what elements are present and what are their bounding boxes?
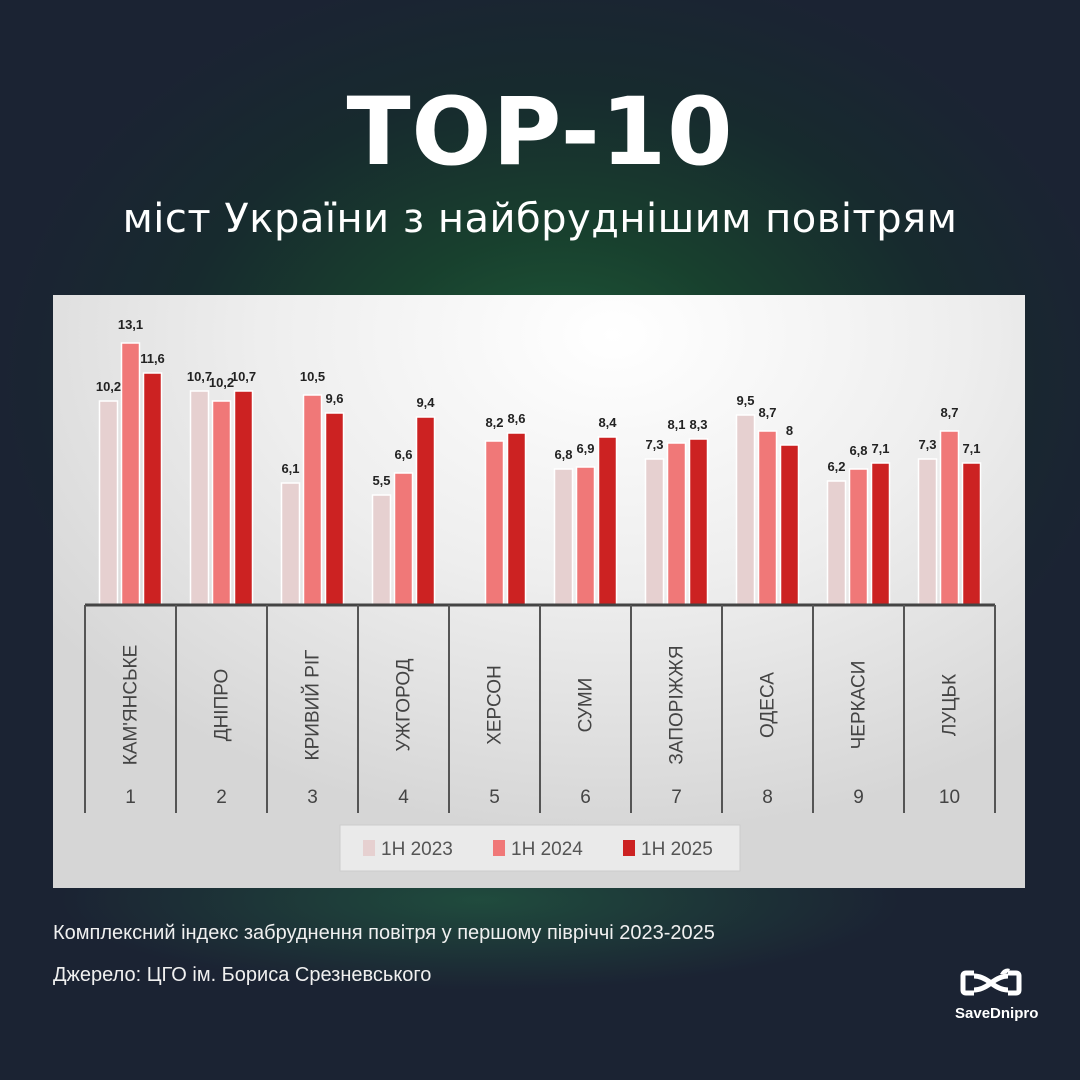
source-note: Джерело: ЦГО ім. Бориса Срезневського (53, 964, 432, 986)
data-label: 6,6 (394, 447, 412, 462)
bar (211, 400, 232, 606)
bar (371, 494, 392, 606)
bar (415, 416, 436, 606)
bar (826, 480, 847, 606)
rank-label: 8 (762, 787, 773, 808)
legend-label: 1H 2023 (381, 839, 453, 860)
data-label: 7,1 (962, 441, 980, 456)
legend-label: 1H 2024 (511, 839, 583, 860)
bar (870, 462, 891, 606)
bar (644, 458, 665, 606)
bar (484, 440, 505, 606)
bar (939, 430, 960, 606)
bar (575, 466, 596, 606)
rank-label: 2 (216, 787, 227, 808)
bar (688, 438, 709, 606)
legend-swatch (493, 840, 505, 856)
data-label: 8,4 (598, 415, 617, 430)
bar (189, 390, 210, 606)
bar (553, 468, 574, 606)
data-label: 10,7 (231, 369, 256, 384)
bar (506, 432, 527, 606)
chart-caption: Комплексний індекс забруднення повітря у… (53, 922, 715, 944)
data-label: 10,2 (209, 375, 234, 390)
bar (848, 468, 869, 606)
category-label: ДНІПРО (212, 669, 233, 742)
rank-label: 10 (939, 787, 960, 808)
data-label: 10,2 (96, 379, 121, 394)
data-label: 13,1 (118, 317, 143, 332)
data-label: 8,7 (758, 405, 776, 420)
category-label: ХЕРСОН (485, 665, 506, 745)
data-label: 7,3 (645, 437, 663, 452)
rank-label: 5 (489, 787, 500, 808)
page-title: TOP-10 (346, 78, 734, 187)
legend-swatch (623, 840, 635, 856)
bar (779, 444, 800, 606)
bar (324, 412, 345, 606)
category-label: ЛУЦЬК (940, 674, 961, 736)
bar (302, 394, 323, 606)
legend-swatch (363, 840, 375, 856)
logo: SaveDnipro (955, 968, 1039, 1022)
rank-label: 1 (125, 787, 136, 808)
data-label: 8 (786, 423, 793, 438)
bar-chart: 10,213,111,6КАМ'ЯНСЬКЕ110,710,210,7ДНІПР… (84, 317, 996, 872)
bar (393, 472, 414, 606)
data-label: 11,6 (140, 351, 165, 366)
bar (666, 442, 687, 606)
category-label: ЧЕРКАСИ (849, 661, 870, 750)
data-label: 8,2 (485, 415, 503, 430)
data-label: 9,6 (325, 391, 343, 406)
data-label: 5,5 (372, 473, 390, 488)
bar (280, 482, 301, 606)
category-label: КРИВИЙ РІГ (302, 650, 324, 761)
data-label: 8,7 (940, 405, 958, 420)
data-label: 10,5 (300, 369, 325, 384)
data-label: 9,5 (736, 393, 754, 408)
category-label: УЖГОРОД (394, 658, 415, 751)
legend-box (339, 824, 741, 872)
bar (233, 390, 254, 606)
bar (735, 414, 756, 606)
bar (597, 436, 618, 606)
rank-label: 6 (580, 787, 591, 808)
data-label: 6,1 (281, 461, 299, 476)
category-label: СУМИ (576, 678, 597, 733)
bar (142, 372, 163, 606)
category-label: ЗАПОРІЖЖЯ (667, 645, 688, 764)
logo-icon (960, 968, 1022, 996)
category-label: ОДЕСА (758, 672, 779, 738)
chart-panel: 10,2 13,1 11,6 КАМ'ЯНСЬКЕ 1 10,7 10,2 10,7 ДНІПР… (53, 295, 1025, 888)
legend-label: 1H 2025 (641, 839, 713, 860)
data-label: 7,3 (918, 437, 936, 452)
data-label: 6,8 (554, 447, 572, 462)
rank-label: 9 (853, 787, 864, 808)
data-label: 8,3 (689, 417, 707, 432)
data-label: 6,9 (576, 441, 594, 456)
page-subtitle: міст України з найбруднішим повітрям (122, 196, 958, 242)
rank-label: 3 (307, 787, 318, 808)
data-label: 6,8 (849, 443, 867, 458)
data-label: 8,6 (507, 411, 525, 426)
data-label: 6,2 (827, 459, 845, 474)
rank-label: 7 (671, 787, 682, 808)
bar (757, 430, 778, 606)
data-label: 8,1 (667, 417, 685, 432)
data-label: 10,7 (187, 369, 212, 384)
bar (917, 458, 938, 606)
bar (98, 400, 119, 606)
category-label: КАМ'ЯНСЬКЕ (121, 645, 142, 766)
data-label: 9,4 (416, 395, 435, 410)
logo-text: SaveDnipro (955, 1005, 1039, 1022)
data-label: 7,1 (871, 441, 889, 456)
bar (120, 342, 141, 606)
bar (961, 462, 982, 606)
rank-label: 4 (398, 787, 409, 808)
